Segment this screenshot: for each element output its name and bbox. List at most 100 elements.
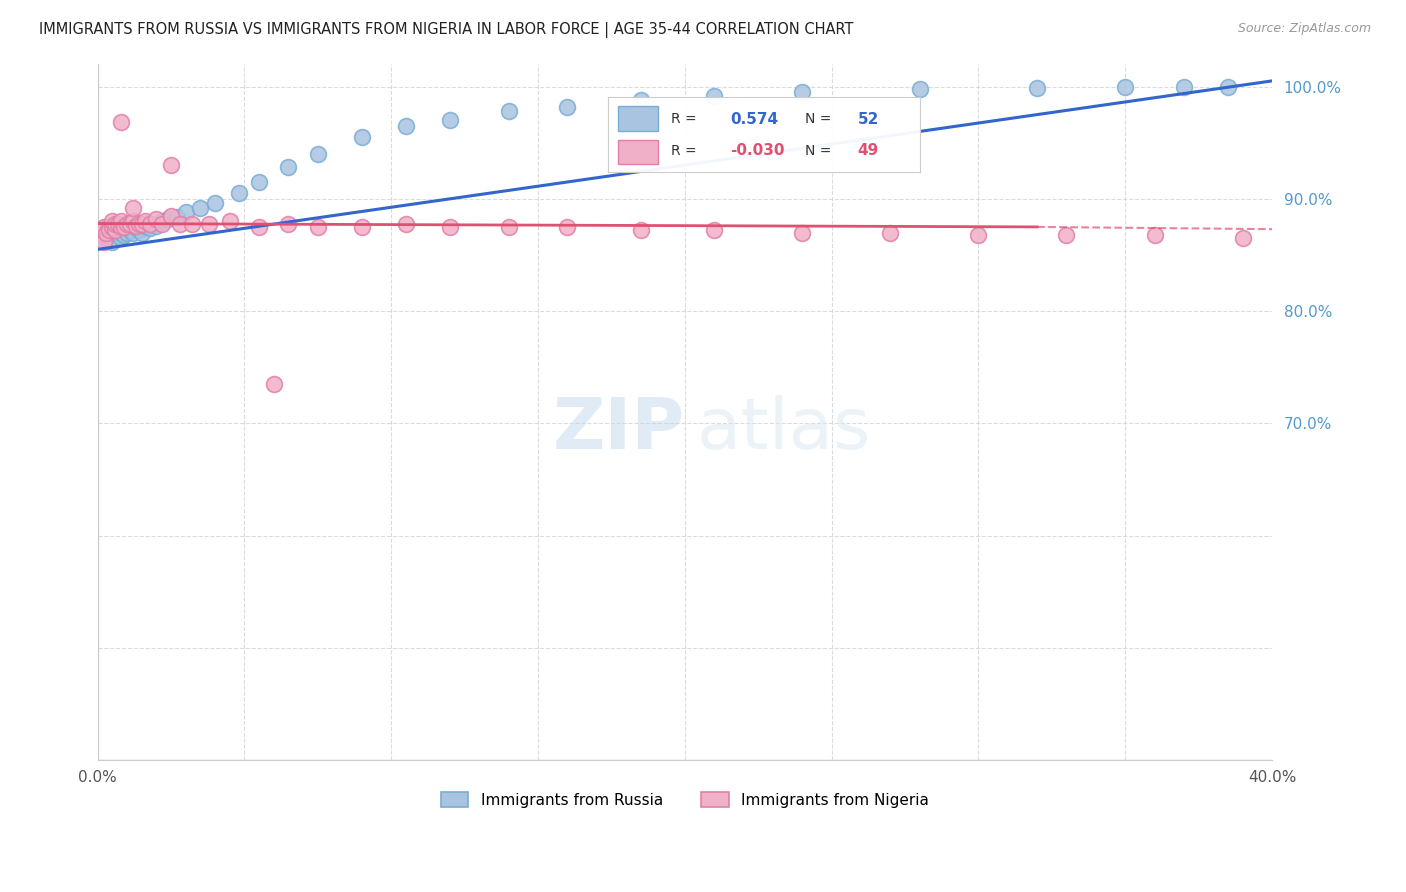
Point <box>112 219 135 234</box>
Point <box>101 235 124 249</box>
Point <box>110 214 132 228</box>
Point <box>110 115 132 129</box>
Point <box>101 219 124 234</box>
Point <box>198 217 221 231</box>
Point <box>128 217 150 231</box>
Point <box>150 217 173 231</box>
Point <box>1173 79 1195 94</box>
Point <box>115 226 138 240</box>
Point <box>307 147 329 161</box>
Legend: Immigrants from Russia, Immigrants from Nigeria: Immigrants from Russia, Immigrants from … <box>433 784 936 815</box>
Point <box>118 223 141 237</box>
Point <box>395 119 418 133</box>
Point <box>96 219 118 234</box>
Point <box>125 219 148 233</box>
Point <box>218 214 240 228</box>
Point <box>93 223 115 237</box>
Point <box>115 219 138 234</box>
Point <box>128 223 150 237</box>
Point <box>395 217 418 231</box>
Point <box>1143 227 1166 242</box>
Point <box>150 214 173 228</box>
Point <box>228 186 250 201</box>
Point <box>104 217 127 231</box>
Point <box>98 226 121 240</box>
Point <box>145 212 167 227</box>
Point <box>90 226 112 240</box>
Point <box>160 209 183 223</box>
Point <box>134 214 156 228</box>
Point <box>439 113 461 128</box>
Point <box>498 104 520 119</box>
Point <box>110 226 132 240</box>
Point <box>131 226 153 240</box>
Point <box>792 85 814 99</box>
Point <box>263 377 285 392</box>
Point <box>101 219 124 233</box>
Point <box>703 223 725 237</box>
Point <box>439 219 461 234</box>
Point <box>112 227 135 242</box>
Point <box>1026 80 1049 95</box>
Point <box>122 214 145 228</box>
Point <box>247 219 270 234</box>
Point <box>139 217 162 231</box>
Point <box>630 93 652 107</box>
Point <box>557 219 579 234</box>
Point <box>703 88 725 103</box>
Point <box>136 217 159 231</box>
Point <box>98 223 121 237</box>
Point <box>908 82 931 96</box>
Point <box>96 227 118 242</box>
Point <box>131 217 153 231</box>
Point <box>107 223 129 237</box>
Point <box>277 217 299 231</box>
Point <box>115 217 138 231</box>
Point <box>169 217 191 231</box>
Point <box>104 223 127 237</box>
Point <box>110 231 132 245</box>
Point <box>1114 79 1136 94</box>
Point <box>157 212 180 227</box>
Point <box>104 226 127 240</box>
Point <box>630 223 652 237</box>
Text: Source: ZipAtlas.com: Source: ZipAtlas.com <box>1237 22 1371 36</box>
Point <box>166 210 188 224</box>
Point <box>107 217 129 231</box>
Point <box>112 219 135 234</box>
Point <box>134 219 156 233</box>
Point <box>101 214 124 228</box>
Point <box>104 219 127 234</box>
Point <box>307 219 329 234</box>
Point <box>350 219 373 234</box>
Point <box>122 226 145 240</box>
Point <box>792 226 814 240</box>
Point <box>1216 79 1239 94</box>
Point <box>174 205 197 219</box>
Point <box>967 227 990 242</box>
Point <box>96 226 118 240</box>
Point <box>180 217 202 231</box>
Point <box>122 201 145 215</box>
Point <box>107 227 129 242</box>
Text: IMMIGRANTS FROM RUSSIA VS IMMIGRANTS FROM NIGERIA IN LABOR FORCE | AGE 35-44 COR: IMMIGRANTS FROM RUSSIA VS IMMIGRANTS FRO… <box>39 22 853 38</box>
Point <box>350 130 373 145</box>
Text: ZIP: ZIP <box>553 395 685 464</box>
Point <box>118 217 141 231</box>
Point <box>879 226 901 240</box>
Point <box>125 219 148 234</box>
Point <box>145 219 167 233</box>
Point <box>160 158 183 172</box>
Point <box>90 226 112 240</box>
Point <box>247 175 270 189</box>
Point <box>277 161 299 175</box>
Point <box>101 222 124 236</box>
Point <box>98 227 121 242</box>
Point <box>93 235 115 249</box>
Point <box>557 100 579 114</box>
Point <box>204 196 226 211</box>
Point <box>1232 231 1254 245</box>
Point <box>93 231 115 245</box>
Point <box>139 221 162 235</box>
Point <box>93 219 115 234</box>
